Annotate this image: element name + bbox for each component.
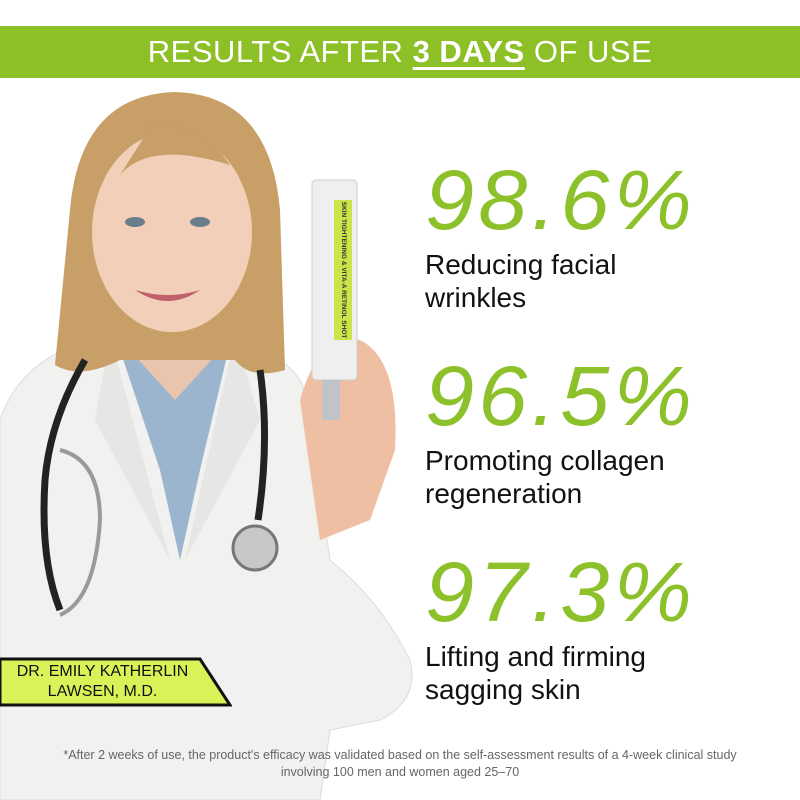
stat-value: 96.5% xyxy=(425,349,697,443)
stat-label: Promoting collagen xyxy=(425,445,665,476)
stat-label: regeneration xyxy=(425,478,583,509)
stat-lifting: 97.3% Lifting and firming sagging skin xyxy=(425,550,785,706)
doctor-name-line2: LAWSEN, M.D. xyxy=(47,683,158,700)
footnote-line1: *After 2 weeks of use, the product's eff… xyxy=(63,748,737,762)
headline-prefix: RESULTS AFTER xyxy=(147,34,404,69)
headline-highlight: 3 DAYS xyxy=(412,34,525,69)
doctor-name-line1: DR. EMILY KATHERLIN xyxy=(16,663,189,680)
stat-label: sagging skin xyxy=(425,674,581,705)
stat-label: Reducing facial xyxy=(425,249,617,280)
headline-suffix: OF USE xyxy=(533,34,653,69)
product-label: SKIN TIGHTENING & VITA-A RETINOL SHOT xyxy=(340,201,347,339)
stat-value: 97.3% xyxy=(425,545,697,639)
stat-value: 98.6% xyxy=(425,153,697,247)
footnote: *After 2 weeks of use, the product's eff… xyxy=(30,747,770,781)
footnote-line2: involving 100 men and women aged 25–70 xyxy=(280,765,520,779)
doctor-nameplate: DR. EMILY KATHERLIN LAWSEN, M.D. xyxy=(0,657,232,707)
stat-label: Lifting and firming xyxy=(425,641,647,672)
nameplate-shape xyxy=(0,657,232,707)
stat-collagen: 96.5% Promoting collagen regeneration xyxy=(425,354,785,510)
stat-wrinkles: 98.6% Reducing facial wrinkles xyxy=(425,158,785,314)
stat-label: wrinkles xyxy=(425,282,527,313)
headline-banner: RESULTS AFTER 3 DAYS OF USE xyxy=(0,26,800,78)
